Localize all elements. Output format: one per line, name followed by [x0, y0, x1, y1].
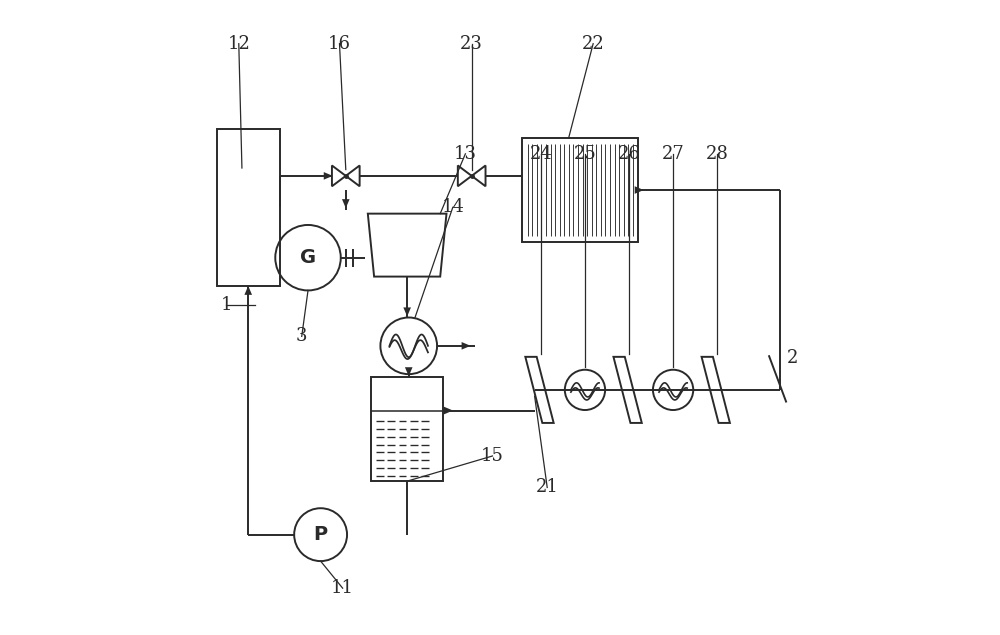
- Text: 28: 28: [706, 145, 729, 163]
- Text: 1: 1: [220, 296, 232, 314]
- Text: 11: 11: [331, 579, 354, 597]
- Text: 13: 13: [454, 145, 477, 163]
- Text: G: G: [300, 248, 316, 267]
- Text: 12: 12: [227, 35, 250, 53]
- Text: 26: 26: [618, 145, 640, 163]
- Text: 16: 16: [328, 35, 351, 53]
- Text: 3: 3: [296, 328, 307, 345]
- Polygon shape: [519, 172, 528, 180]
- Polygon shape: [244, 286, 252, 295]
- Text: 2: 2: [787, 349, 798, 368]
- Polygon shape: [462, 342, 471, 350]
- Text: 25: 25: [574, 145, 596, 163]
- Polygon shape: [405, 367, 413, 376]
- Text: 23: 23: [460, 35, 483, 53]
- Bar: [217, 129, 280, 286]
- Polygon shape: [324, 172, 333, 180]
- Text: 22: 22: [582, 35, 605, 53]
- Text: 21: 21: [536, 478, 559, 497]
- Text: 27: 27: [662, 145, 684, 163]
- Polygon shape: [635, 186, 644, 194]
- Bar: [371, 377, 443, 481]
- Polygon shape: [403, 307, 411, 316]
- Bar: [522, 138, 638, 242]
- Text: P: P: [314, 525, 328, 544]
- Text: 24: 24: [530, 145, 552, 163]
- Polygon shape: [342, 199, 350, 208]
- Text: 15: 15: [481, 447, 504, 465]
- Polygon shape: [444, 407, 453, 415]
- Text: 14: 14: [441, 198, 464, 217]
